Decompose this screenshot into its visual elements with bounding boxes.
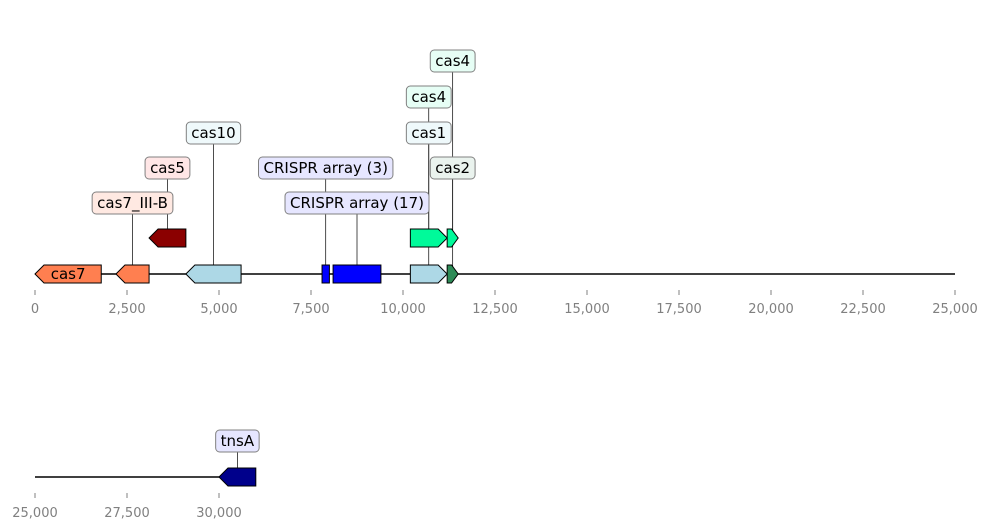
tick-label: 25,000 bbox=[932, 302, 978, 317]
feature-cas7[interactable] bbox=[34, 264, 102, 284]
label-text: cas5 bbox=[150, 159, 185, 177]
tick-label: 22,500 bbox=[840, 302, 886, 317]
label-box bbox=[185, 121, 242, 145]
feature-label-tnsa: tnsA bbox=[215, 429, 260, 453]
tick-label: 7,500 bbox=[292, 302, 329, 317]
label-text: cas4 bbox=[435, 52, 470, 70]
label-box bbox=[429, 156, 476, 180]
tick-label: 0 bbox=[31, 302, 39, 317]
label-text: cas2 bbox=[435, 159, 470, 177]
feature-label-crispr-array-3: CRISPR array (3) bbox=[258, 156, 394, 180]
feature-crispr-array-3[interactable] bbox=[321, 264, 330, 284]
label-box bbox=[405, 121, 452, 145]
label-text: tnsA bbox=[221, 432, 255, 450]
tick-label: 25,000 bbox=[12, 506, 58, 521]
feature-cas4-a[interactable] bbox=[409, 228, 448, 248]
tick-label: 2,500 bbox=[108, 302, 145, 317]
feature-label-cas10: cas10 bbox=[185, 121, 242, 145]
track-1: 0 2,500 5,000 7,500 10,000 12,500 15,000 17,500… bbox=[31, 49, 978, 317]
feature-label-cas2: cas2 bbox=[429, 156, 476, 180]
feature-label-crispr-array-17: CRISPR array (17) bbox=[284, 191, 430, 215]
label-box bbox=[405, 85, 452, 109]
tick-label: 12,500 bbox=[472, 302, 518, 317]
label-box bbox=[284, 191, 430, 215]
label-text: cas4 bbox=[411, 88, 446, 106]
feature-tnsa[interactable] bbox=[218, 467, 257, 487]
label-text: CRISPR array (3) bbox=[264, 159, 388, 177]
feature-label-cas1: cas1 bbox=[405, 121, 452, 145]
feature-label-cas4-a: cas4 bbox=[405, 85, 452, 109]
tick-label: 5,000 bbox=[200, 302, 237, 317]
feature-cas1[interactable] bbox=[409, 264, 448, 284]
feature-cas7-iii-b[interactable] bbox=[115, 264, 150, 284]
feature-label-cas7-iii-b: cas7_III-B bbox=[91, 191, 174, 215]
label-box bbox=[215, 429, 260, 453]
label-box bbox=[144, 156, 191, 180]
label-box bbox=[91, 191, 174, 215]
feature-cas10[interactable] bbox=[185, 264, 242, 284]
track-2: 25,000 27,500 30,000 tnsA bbox=[12, 429, 260, 521]
label-text: cas7_III-B bbox=[97, 194, 168, 213]
label-text: cas10 bbox=[191, 124, 235, 142]
tick-label: 15,000 bbox=[564, 302, 610, 317]
tick-label: 10,000 bbox=[380, 302, 426, 317]
label-box bbox=[429, 49, 476, 73]
feature-cas2[interactable] bbox=[446, 264, 459, 284]
tick-label: 27,500 bbox=[104, 506, 150, 521]
tick-label: 17,500 bbox=[656, 302, 702, 317]
tick-label: 30,000 bbox=[196, 506, 242, 521]
feature-label-cas4-b: cas4 bbox=[429, 49, 476, 73]
feature-cas4-b[interactable] bbox=[446, 228, 459, 248]
feature-label-cas7: cas7 bbox=[51, 265, 86, 283]
tick-label: 20,000 bbox=[748, 302, 794, 317]
label-box bbox=[258, 156, 394, 180]
label-text: cas1 bbox=[411, 124, 446, 142]
feature-crispr-array-17[interactable] bbox=[332, 264, 382, 284]
feature-label-cas5: cas5 bbox=[144, 156, 191, 180]
label-text: CRISPR array (17) bbox=[290, 194, 424, 212]
feature-cas5[interactable] bbox=[148, 228, 187, 248]
